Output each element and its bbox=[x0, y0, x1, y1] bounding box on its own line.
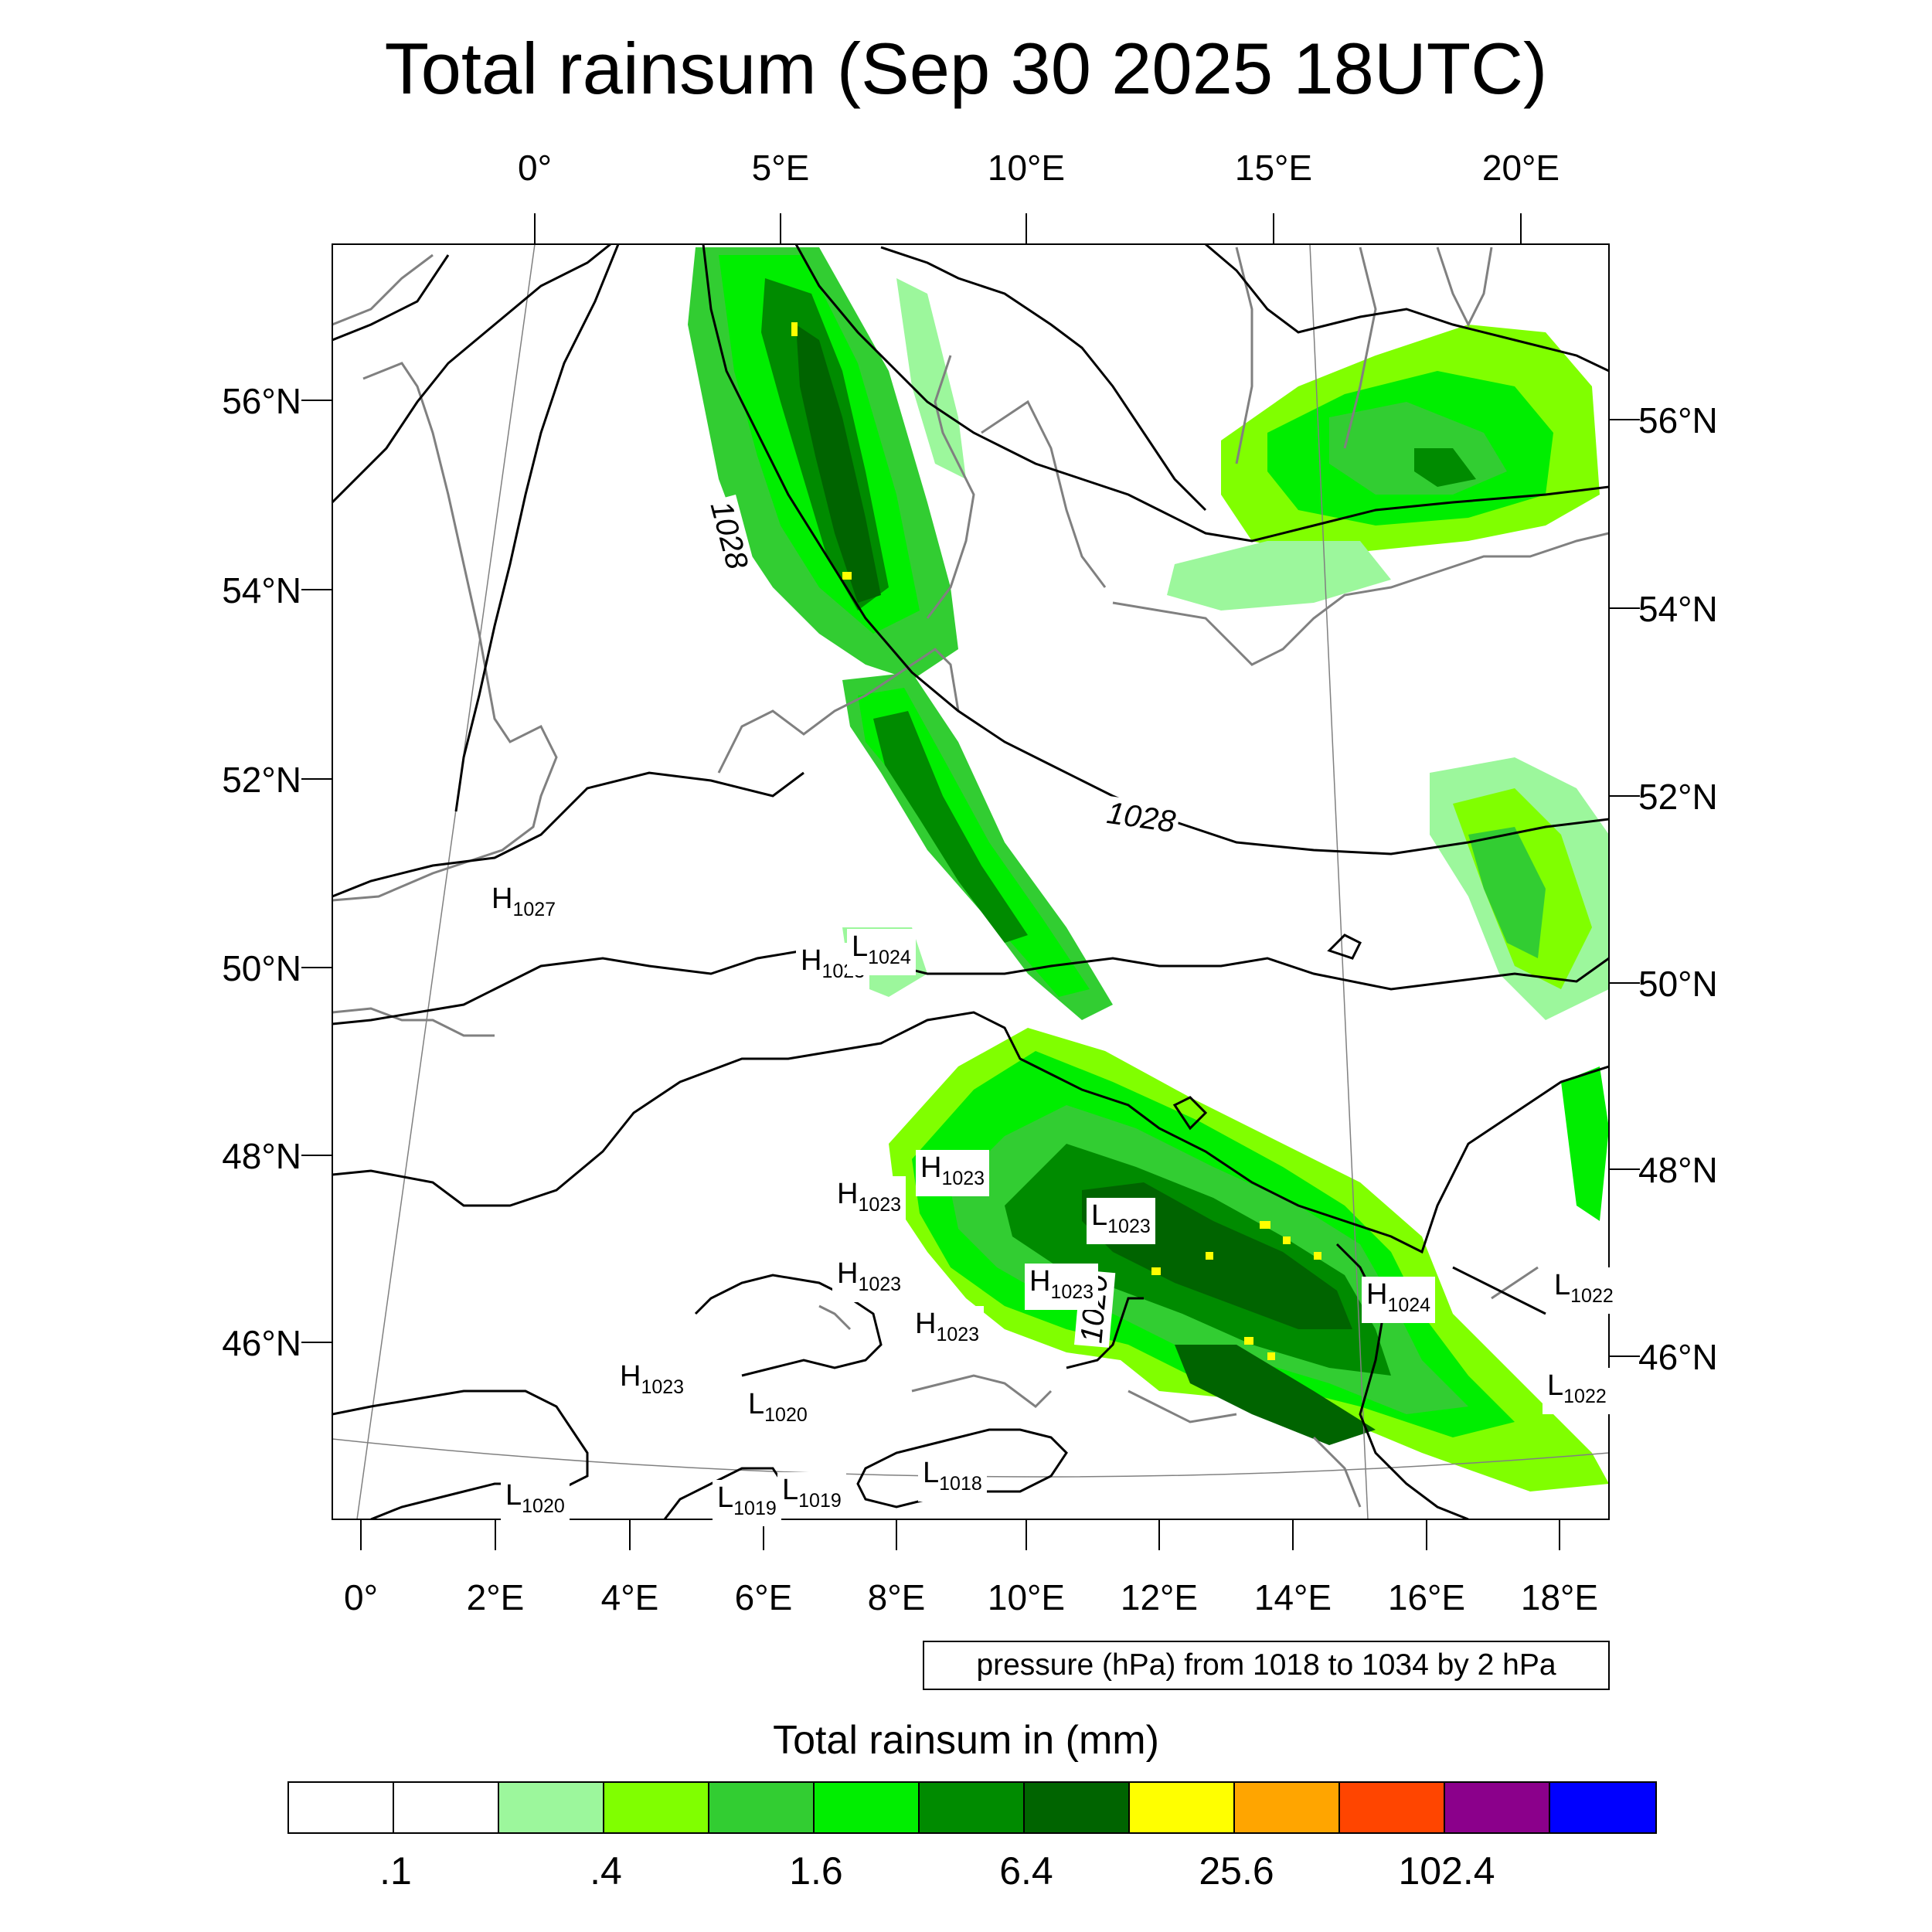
pressure-center-label: H1024 bbox=[1362, 1277, 1436, 1323]
top-ticks bbox=[534, 213, 1522, 244]
colorbar bbox=[287, 1781, 1657, 1834]
pressure-center-label: L1020 bbox=[501, 1478, 570, 1524]
colorbar-tick-label: 102.4 bbox=[1398, 1849, 1495, 1893]
bottom-lon-label: 8°E bbox=[867, 1577, 926, 1617]
bottom-lon-label: 16°E bbox=[1387, 1577, 1466, 1617]
colorbar-cell bbox=[1235, 1783, 1340, 1832]
bottom-lon-label: 4°E bbox=[600, 1577, 659, 1617]
colorbar-cell bbox=[709, 1783, 815, 1832]
top-lon-label: 10°E bbox=[987, 148, 1066, 188]
left-lat-label: 52°N bbox=[222, 760, 301, 800]
pressure-center-label: L1022 bbox=[1549, 1267, 1618, 1314]
colorbar-tick-label: .4 bbox=[590, 1849, 622, 1893]
pressure-center-label: H1027 bbox=[487, 881, 561, 927]
colorbar-tick-label: 6.4 bbox=[999, 1849, 1053, 1893]
pressure-center-label: L1020 bbox=[743, 1386, 812, 1433]
pressure-center-label: H1023 bbox=[916, 1150, 990, 1196]
rain-yellow-spots bbox=[791, 322, 1321, 1360]
colorbar-cell bbox=[1340, 1783, 1445, 1832]
pressure-center-label: H1023 bbox=[832, 1256, 906, 1302]
left-ticks bbox=[301, 400, 332, 1343]
right-ticks bbox=[1609, 419, 1640, 1357]
left-lat-label: 50°N bbox=[222, 948, 301, 988]
colorbar-cell bbox=[1445, 1783, 1550, 1832]
pressure-center-label: H1023 bbox=[832, 1176, 906, 1223]
page-title: Total rainsum (Sep 30 2025 18UTC) bbox=[384, 28, 1548, 109]
pressure-center-label: H1023 bbox=[910, 1306, 985, 1352]
left-lat-label: 54°N bbox=[222, 570, 301, 611]
right-lat-label: 48°N bbox=[1638, 1150, 1718, 1190]
bottom-lon-label: 0° bbox=[344, 1577, 378, 1617]
bottom-lon-label: 2°E bbox=[466, 1577, 525, 1617]
legend-title: Total rainsum in (mm) bbox=[773, 1718, 1159, 1763]
pressure-center-label: H1023 bbox=[1025, 1264, 1099, 1310]
top-lon-label: 0° bbox=[518, 148, 552, 188]
pressure-center-label: L1022 bbox=[1543, 1368, 1611, 1414]
pressure-center-label: H1023 bbox=[615, 1359, 689, 1405]
colorbar-cell bbox=[1130, 1783, 1235, 1832]
colorbar-tick-label: 1.6 bbox=[789, 1849, 843, 1893]
colorbar-cell bbox=[499, 1783, 604, 1832]
right-lat-label: 52°N bbox=[1638, 777, 1718, 817]
pressure-center-label: L1019 bbox=[777, 1472, 846, 1519]
top-lon-label: 20°E bbox=[1481, 148, 1560, 188]
colorbar-cell bbox=[604, 1783, 709, 1832]
left-lat-label: 56°N bbox=[222, 381, 301, 421]
top-lon-label: 15°E bbox=[1234, 148, 1313, 188]
pressure-center-label: L1024 bbox=[847, 929, 916, 975]
bottom-lon-label: 18°E bbox=[1520, 1577, 1599, 1617]
map-frame bbox=[332, 243, 1610, 1520]
colorbar-cell bbox=[394, 1783, 499, 1832]
right-lat-label: 50°N bbox=[1638, 964, 1718, 1004]
bottom-lon-label: 14°E bbox=[1253, 1577, 1332, 1617]
bottom-lon-label: 10°E bbox=[987, 1577, 1066, 1617]
right-lat-label: 46°N bbox=[1638, 1337, 1718, 1377]
pressure-center-label: L1019 bbox=[713, 1480, 781, 1526]
bottom-ticks bbox=[360, 1519, 1560, 1550]
pressure-center-label: L1023 bbox=[1087, 1198, 1155, 1244]
colorbar-cell bbox=[289, 1783, 394, 1832]
left-lat-label: 48°N bbox=[222, 1136, 301, 1176]
bottom-lon-label: 12°E bbox=[1120, 1577, 1199, 1617]
rain-field-northsea bbox=[688, 247, 966, 680]
colorbar-tick-label: .1 bbox=[379, 1849, 412, 1893]
colorbar-cell bbox=[815, 1783, 920, 1832]
right-lat-label: 54°N bbox=[1638, 589, 1718, 629]
top-lon-label: 5°E bbox=[751, 148, 810, 188]
colorbar-tick-label: 25.6 bbox=[1199, 1849, 1274, 1893]
bottom-lon-label: 6°E bbox=[734, 1577, 793, 1617]
colorbar-cell bbox=[920, 1783, 1025, 1832]
colorbar-cell bbox=[1550, 1783, 1655, 1832]
coastlines bbox=[332, 247, 1609, 1508]
left-lat-label: 46°N bbox=[222, 1323, 301, 1363]
pressure-note: pressure (hPa) from 1018 to 1034 by 2 hP… bbox=[923, 1641, 1610, 1690]
colorbar-cell bbox=[1025, 1783, 1130, 1832]
right-lat-label: 56°N bbox=[1638, 400, 1718, 440]
pressure-center-label: L1018 bbox=[918, 1455, 987, 1502]
